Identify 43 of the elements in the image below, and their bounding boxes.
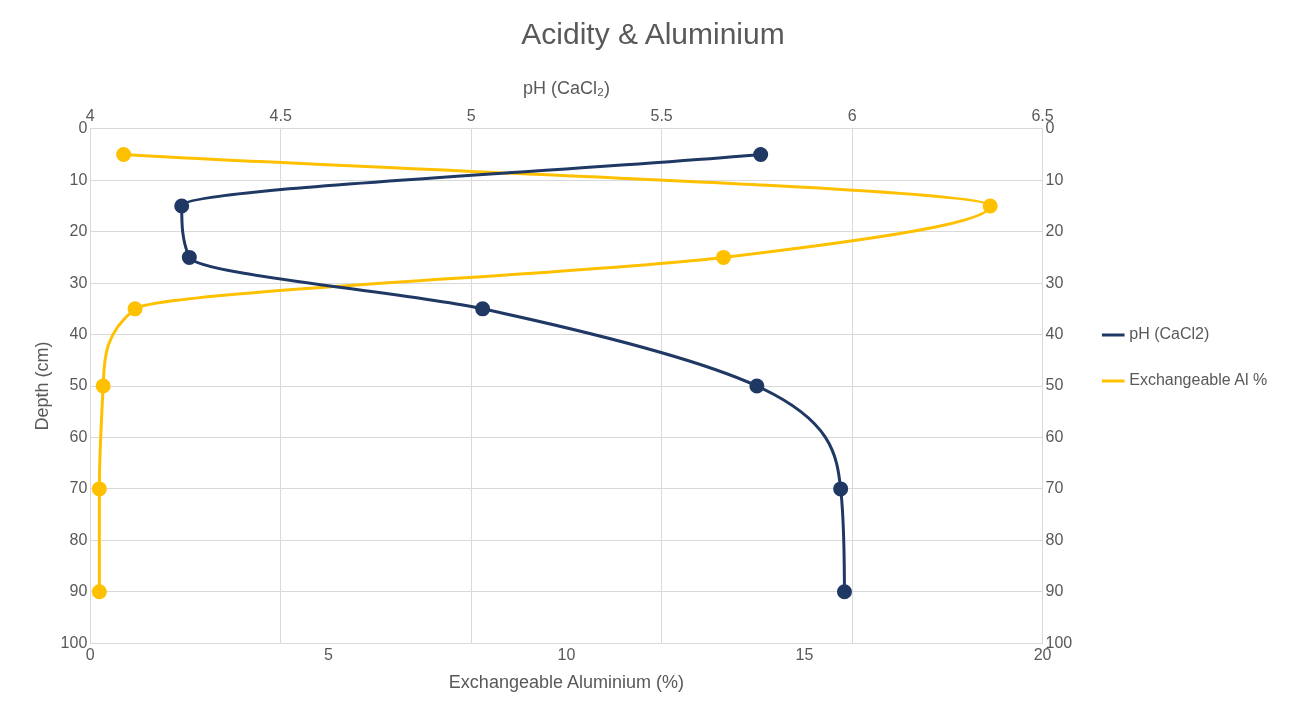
y-tick-label: 0: [78, 119, 88, 137]
y2-tick-label: 30: [1045, 273, 1064, 291]
y-tick-label: 100: [60, 633, 88, 651]
chart-title: Acidity & Aluminium: [521, 17, 785, 51]
point: [91, 481, 107, 497]
x-axis-title: Exchangeable Aluminium (%): [448, 672, 684, 693]
x2-tick-label: 4: [85, 106, 95, 124]
y-tick-label: 40: [69, 324, 88, 342]
x-tick-label: 10: [557, 646, 576, 664]
y-tick-label: 30: [69, 273, 88, 291]
point: [116, 147, 132, 163]
y2-tick-label: 70: [1045, 479, 1064, 497]
point: [716, 249, 732, 265]
y2-tick-label: 20: [1045, 222, 1064, 240]
x-tick-label: 5: [323, 646, 333, 664]
point: [982, 198, 998, 214]
point: [91, 584, 107, 600]
x2-tick-label: 6: [847, 106, 857, 124]
x2-tick-label: 5.5: [650, 106, 673, 124]
y2-tick-label: 40: [1045, 324, 1064, 342]
y-tick-label: 60: [69, 427, 88, 445]
y2-tick-label: 10: [1045, 170, 1064, 188]
point: [95, 378, 111, 394]
legend-label: pH (CaCl2): [1129, 325, 1210, 343]
y-tick-label: 90: [69, 582, 88, 600]
y-tick-label: 10: [69, 170, 88, 188]
x-tick-label: 20: [1033, 646, 1052, 664]
x2-tick-label: 4.5: [269, 106, 292, 124]
y-tick-label: 50: [69, 376, 88, 394]
x2-tick-label: 5: [466, 106, 476, 124]
y2-tick-label: 80: [1045, 530, 1064, 548]
y2-tick-label: 50: [1045, 376, 1064, 394]
y2-tick-label: 90: [1045, 582, 1064, 600]
y-tick-label: 20: [69, 222, 88, 240]
x2-axis-title: pH (CaCl₂): [522, 77, 610, 98]
x-tick-label: 15: [795, 646, 814, 664]
y-tick-label: 70: [69, 479, 88, 497]
legend-label: Exchangeable Al %: [1129, 371, 1268, 389]
y2-tick-label: 0: [1045, 119, 1055, 137]
y-axis-title: Depth (cm): [31, 341, 52, 431]
y2-tick-label: 60: [1045, 427, 1064, 445]
y-tick-label: 80: [69, 530, 88, 548]
point: [127, 301, 143, 317]
